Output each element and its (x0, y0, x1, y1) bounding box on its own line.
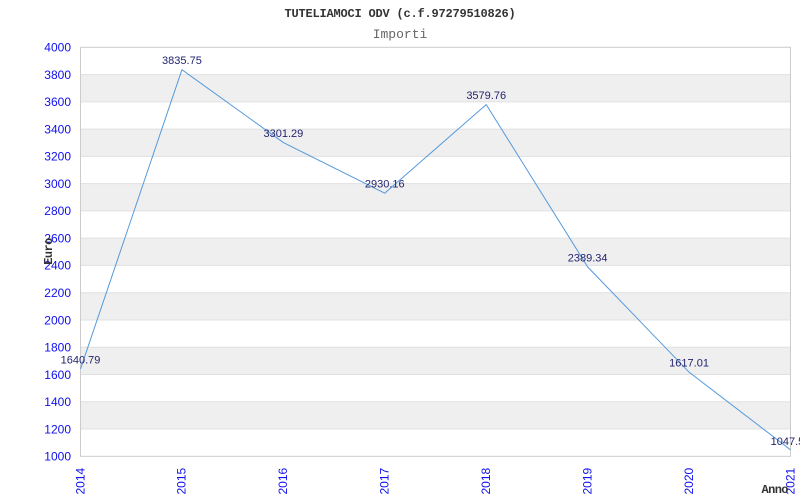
svg-text:3800: 3800 (44, 68, 71, 82)
svg-text:2400: 2400 (44, 259, 71, 273)
svg-text:2021: 2021 (783, 467, 797, 494)
svg-text:4000: 4000 (44, 41, 71, 55)
svg-text:3400: 3400 (44, 122, 71, 136)
svg-text:2600: 2600 (44, 232, 71, 246)
svg-text:1800: 1800 (44, 341, 71, 355)
svg-text:Anno: Anno (762, 483, 789, 497)
svg-text:Importi: Importi (373, 27, 428, 42)
svg-text:2020: 2020 (682, 467, 696, 494)
svg-text:2016: 2016 (276, 467, 290, 494)
svg-text:Euro: Euro (42, 238, 56, 265)
svg-text:1047.53: 1047.53 (771, 436, 800, 448)
svg-text:3000: 3000 (44, 177, 71, 191)
svg-text:2015: 2015 (175, 467, 189, 494)
svg-text:2200: 2200 (44, 286, 71, 300)
svg-text:3200: 3200 (44, 150, 71, 164)
svg-text:1640.79: 1640.79 (61, 354, 101, 366)
svg-text:1617.01: 1617.01 (669, 358, 709, 370)
svg-text:2017: 2017 (378, 467, 392, 494)
svg-text:2000: 2000 (44, 313, 71, 327)
svg-text:2014: 2014 (73, 467, 87, 494)
svg-text:2019: 2019 (580, 467, 594, 494)
svg-text:3301.29: 3301.29 (263, 128, 303, 140)
svg-text:TUTELIAMOCI ODV (c.f.972795108: TUTELIAMOCI ODV (c.f.97279510826) (284, 7, 515, 21)
svg-text:2800: 2800 (44, 204, 71, 218)
svg-text:3835.75: 3835.75 (162, 55, 202, 67)
svg-text:1200: 1200 (44, 422, 71, 436)
svg-text:2389.34: 2389.34 (568, 252, 608, 264)
svg-text:2930.16: 2930.16 (365, 179, 405, 191)
svg-text:3579.76: 3579.76 (466, 90, 506, 102)
svg-text:1400: 1400 (44, 395, 71, 409)
svg-text:3600: 3600 (44, 95, 71, 109)
svg-text:1000: 1000 (44, 450, 71, 464)
svg-text:2018: 2018 (479, 467, 493, 494)
svg-text:1600: 1600 (44, 368, 71, 382)
